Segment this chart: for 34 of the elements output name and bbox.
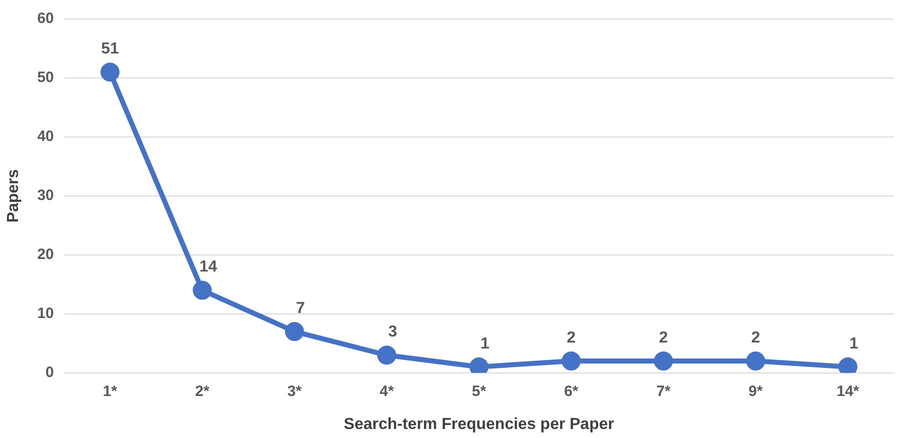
x-tick-label: 1*	[102, 382, 118, 400]
x-tick-label: 6*	[564, 382, 578, 400]
y-tick-label: 50	[37, 69, 54, 86]
x-tick-label: 7*	[656, 382, 671, 400]
x-tick-label: 5*	[472, 382, 486, 400]
data-label: 3	[388, 324, 398, 341]
y-tick-label: 20	[37, 246, 54, 264]
data-label: 1	[849, 335, 858, 352]
data-label: 51	[101, 40, 119, 58]
x-tick-label: 2*	[195, 382, 210, 400]
data-label: 1	[480, 335, 490, 352]
data-label: 2	[751, 329, 760, 346]
y-tick-label: 10	[37, 304, 54, 322]
data-label: 2	[566, 329, 576, 346]
data-label: 2	[658, 329, 668, 346]
y-tick-label: 30	[37, 187, 54, 204]
point	[377, 346, 396, 365]
y-tick-label: 0	[46, 364, 54, 381]
point	[654, 352, 673, 371]
point	[746, 352, 766, 371]
y-tick-label: 40	[37, 128, 54, 146]
point	[100, 62, 120, 82]
y-tick-label: 60	[37, 10, 54, 28]
x-axis-title: Search-term Frequencies per Paper	[344, 416, 614, 433]
point	[562, 352, 581, 371]
x-tick-label: 3*	[287, 382, 302, 400]
point	[284, 322, 304, 342]
x-tick-label: 14*	[836, 382, 860, 400]
x-tick-label: 9*	[748, 382, 763, 400]
data-label: 7	[296, 300, 306, 317]
point	[192, 280, 212, 300]
x-tick-label: 4*	[380, 382, 394, 400]
data-label: 14	[199, 258, 218, 276]
y-axis-title: Papers	[5, 169, 22, 223]
